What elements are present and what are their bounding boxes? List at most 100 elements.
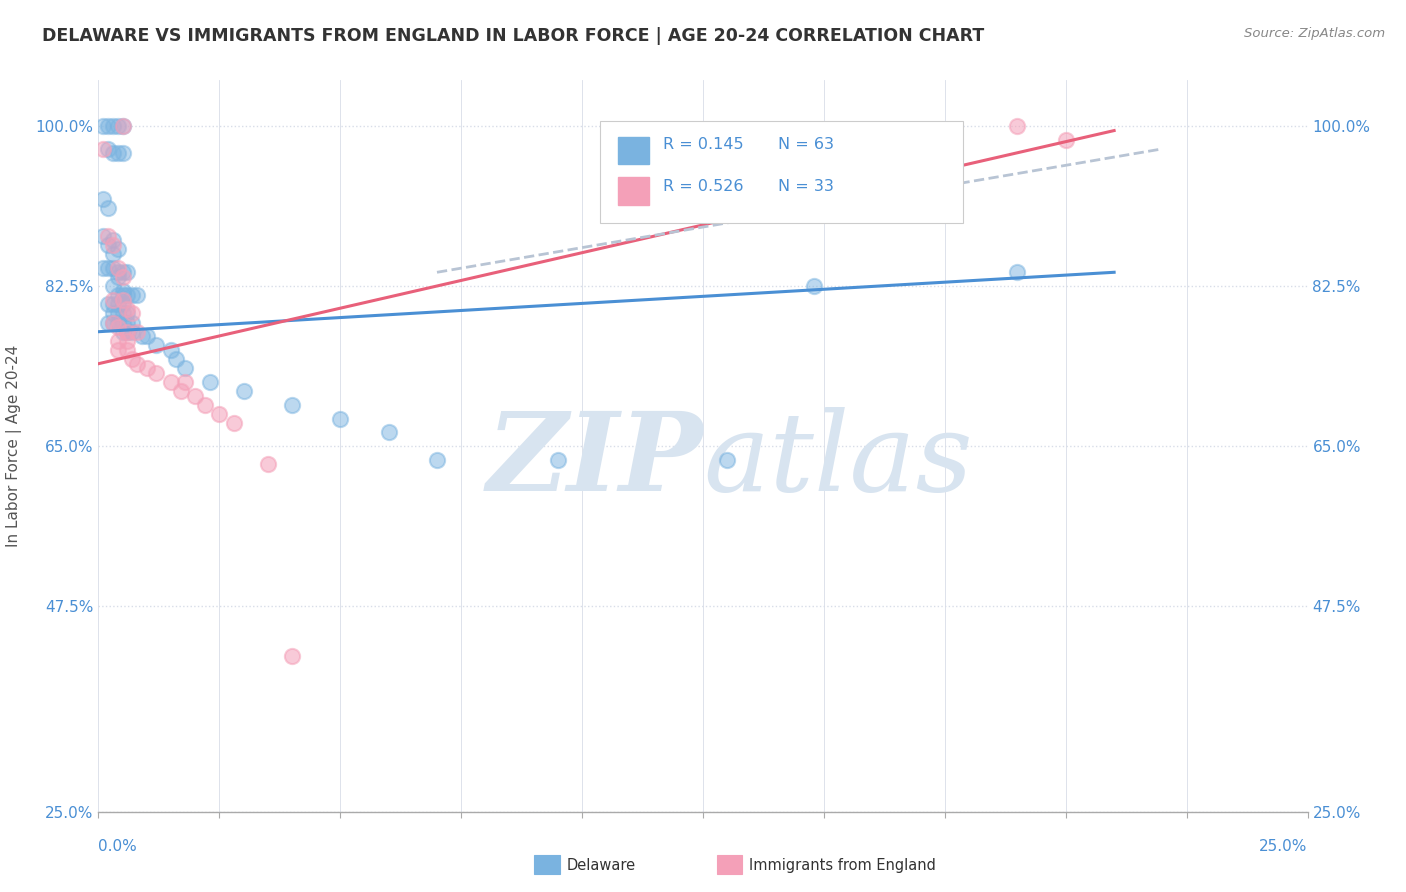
Point	[101, 316, 124, 330]
Point	[121, 352, 143, 367]
Point	[184, 389, 207, 403]
Point	[198, 375, 221, 389]
FancyBboxPatch shape	[600, 120, 963, 223]
Point	[111, 297, 134, 311]
Point	[111, 325, 134, 339]
Point	[107, 316, 129, 330]
Point	[281, 398, 304, 412]
Point	[1007, 119, 1029, 133]
Point	[208, 407, 231, 421]
Point	[111, 284, 134, 298]
Point	[101, 146, 124, 161]
Point	[91, 228, 114, 243]
Point	[117, 334, 139, 348]
Point	[117, 325, 139, 339]
Text: 25.0%: 25.0%	[1260, 838, 1308, 854]
Point	[127, 325, 149, 339]
Point	[107, 260, 129, 275]
Point	[111, 119, 134, 133]
Point	[101, 260, 124, 275]
Point	[101, 279, 124, 293]
Point	[91, 119, 114, 133]
Text: N = 63: N = 63	[778, 137, 834, 153]
Point	[97, 297, 120, 311]
Point	[91, 260, 114, 275]
Text: N = 33: N = 33	[778, 178, 834, 194]
Point	[111, 288, 134, 302]
Point	[107, 269, 129, 284]
Point	[281, 649, 304, 664]
Point	[121, 306, 143, 320]
Point	[117, 316, 139, 330]
Point	[547, 452, 569, 467]
Point	[107, 243, 129, 257]
Point	[135, 329, 157, 343]
Point	[117, 325, 139, 339]
Point	[111, 316, 134, 330]
Point	[101, 119, 124, 133]
Point	[127, 288, 149, 302]
Point	[160, 375, 183, 389]
Point	[97, 260, 120, 275]
Point	[101, 306, 124, 320]
Point	[111, 119, 134, 133]
Point	[107, 297, 129, 311]
Text: 0.0%: 0.0%	[98, 838, 138, 854]
Point	[222, 416, 245, 430]
Point	[107, 320, 129, 334]
Point	[117, 288, 139, 302]
Point	[117, 301, 139, 316]
Text: ZIP: ZIP	[486, 407, 703, 515]
Point	[117, 306, 139, 320]
Point	[97, 142, 120, 156]
Point	[101, 247, 124, 261]
Y-axis label: In Labor Force | Age 20-24: In Labor Force | Age 20-24	[6, 345, 21, 547]
Point	[329, 411, 352, 425]
Point	[97, 119, 120, 133]
Point	[91, 142, 114, 156]
Point	[716, 452, 738, 467]
Point	[107, 306, 129, 320]
Point	[107, 265, 129, 279]
Point	[135, 361, 157, 376]
Point	[377, 425, 399, 440]
Point	[107, 343, 129, 357]
Point	[111, 306, 134, 320]
Point	[127, 357, 149, 371]
Point	[1054, 133, 1077, 147]
Point	[101, 238, 124, 252]
Text: Delaware: Delaware	[567, 858, 636, 872]
Point	[169, 384, 191, 399]
Point	[111, 293, 134, 307]
Point	[174, 361, 197, 376]
Point	[107, 119, 129, 133]
Bar	[619, 136, 648, 164]
Point	[107, 334, 129, 348]
Point	[97, 238, 120, 252]
Bar	[619, 177, 648, 204]
Point	[107, 146, 129, 161]
Point	[111, 269, 134, 284]
Point	[256, 458, 278, 472]
Point	[101, 293, 124, 307]
Point	[121, 325, 143, 339]
Text: Source: ZipAtlas.com: Source: ZipAtlas.com	[1244, 27, 1385, 40]
Point	[426, 452, 449, 467]
Point	[160, 343, 183, 357]
Point	[101, 233, 124, 247]
Point	[121, 316, 143, 330]
Point	[145, 366, 167, 380]
Point	[117, 265, 139, 279]
Text: R = 0.526: R = 0.526	[664, 178, 744, 194]
Point	[91, 192, 114, 206]
Point	[232, 384, 254, 399]
Point	[194, 398, 217, 412]
Point	[803, 279, 825, 293]
Point	[101, 316, 124, 330]
Point	[97, 201, 120, 215]
Point	[111, 265, 134, 279]
Point	[107, 288, 129, 302]
Point	[1007, 265, 1029, 279]
Point	[121, 288, 143, 302]
Point	[117, 343, 139, 357]
